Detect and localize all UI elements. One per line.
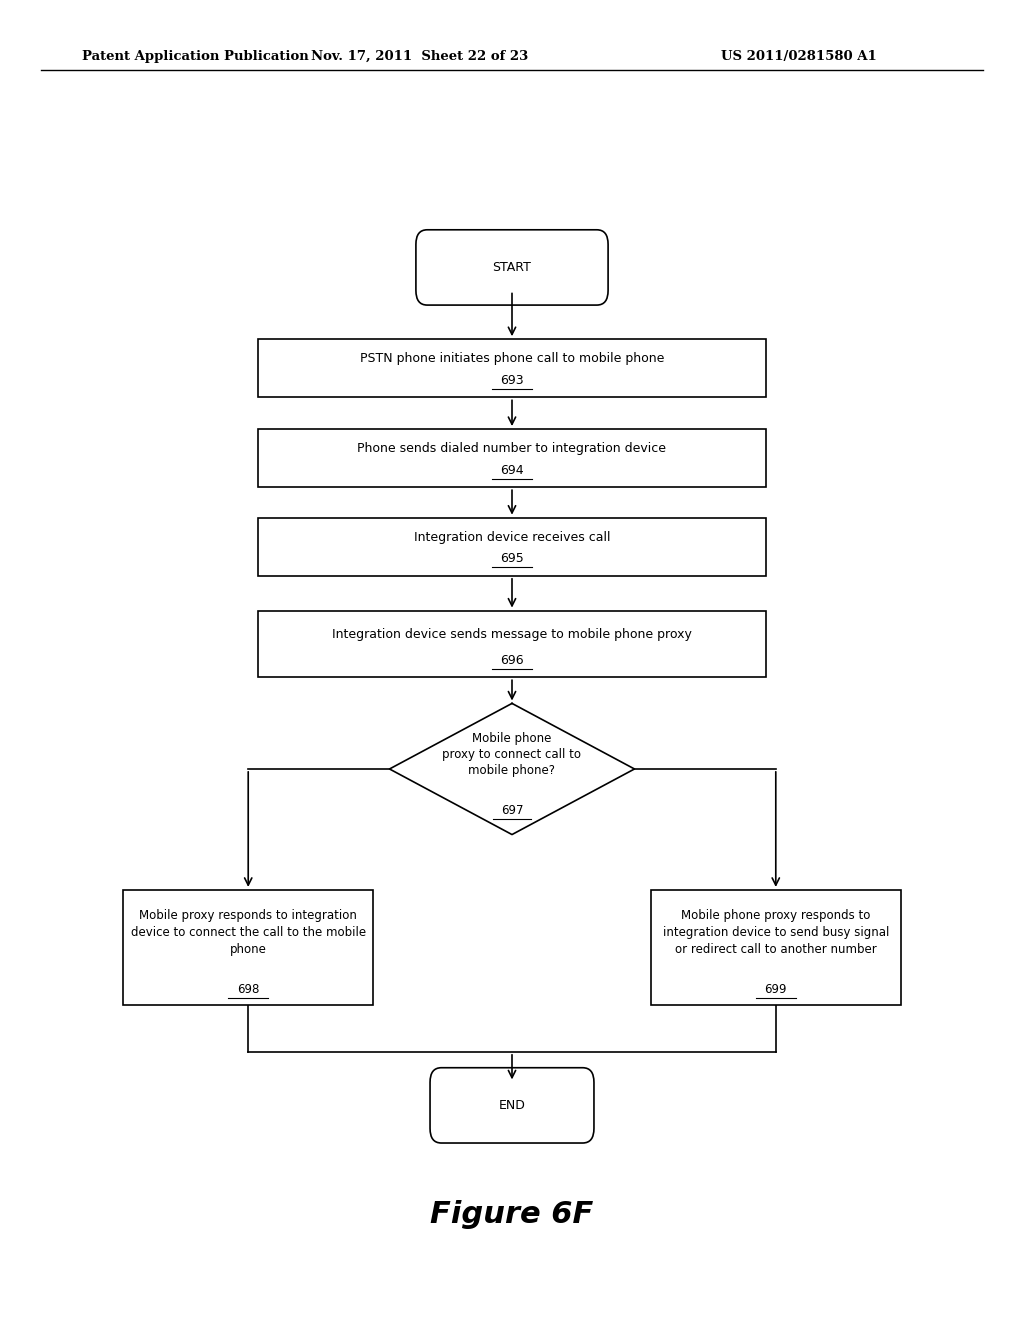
Text: Mobile phone proxy responds to
integration device to send busy signal
or redirec: Mobile phone proxy responds to integrati… xyxy=(663,909,889,957)
Text: Nov. 17, 2011  Sheet 22 of 23: Nov. 17, 2011 Sheet 22 of 23 xyxy=(311,50,528,63)
Polygon shape xyxy=(389,704,635,834)
Text: Phone sends dialed number to integration device: Phone sends dialed number to integration… xyxy=(357,442,667,455)
Text: Integration device receives call: Integration device receives call xyxy=(414,531,610,544)
Text: 696: 696 xyxy=(500,653,524,667)
Text: Figure 6F: Figure 6F xyxy=(430,1200,594,1229)
Bar xyxy=(258,339,766,397)
Bar xyxy=(651,890,901,1006)
Bar xyxy=(258,517,766,576)
Bar xyxy=(258,610,766,677)
Text: 697: 697 xyxy=(501,804,523,817)
FancyBboxPatch shape xyxy=(416,230,608,305)
Text: 694: 694 xyxy=(500,463,524,477)
Text: Integration device sends message to mobile phone proxy: Integration device sends message to mobi… xyxy=(332,628,692,640)
Text: END: END xyxy=(499,1098,525,1111)
Text: 693: 693 xyxy=(500,374,524,387)
Text: 695: 695 xyxy=(500,552,524,565)
Text: 698: 698 xyxy=(237,983,259,995)
Bar xyxy=(258,429,766,487)
Bar xyxy=(123,890,373,1006)
Text: Patent Application Publication: Patent Application Publication xyxy=(82,50,308,63)
Text: 699: 699 xyxy=(765,983,787,995)
Text: PSTN phone initiates phone call to mobile phone: PSTN phone initiates phone call to mobil… xyxy=(359,352,665,366)
Text: START: START xyxy=(493,261,531,275)
Text: Mobile proxy responds to integration
device to connect the call to the mobile
ph: Mobile proxy responds to integration dev… xyxy=(131,909,366,957)
Text: Mobile phone
proxy to connect call to
mobile phone?: Mobile phone proxy to connect call to mo… xyxy=(442,731,582,777)
Text: US 2011/0281580 A1: US 2011/0281580 A1 xyxy=(721,50,877,63)
FancyBboxPatch shape xyxy=(430,1068,594,1143)
